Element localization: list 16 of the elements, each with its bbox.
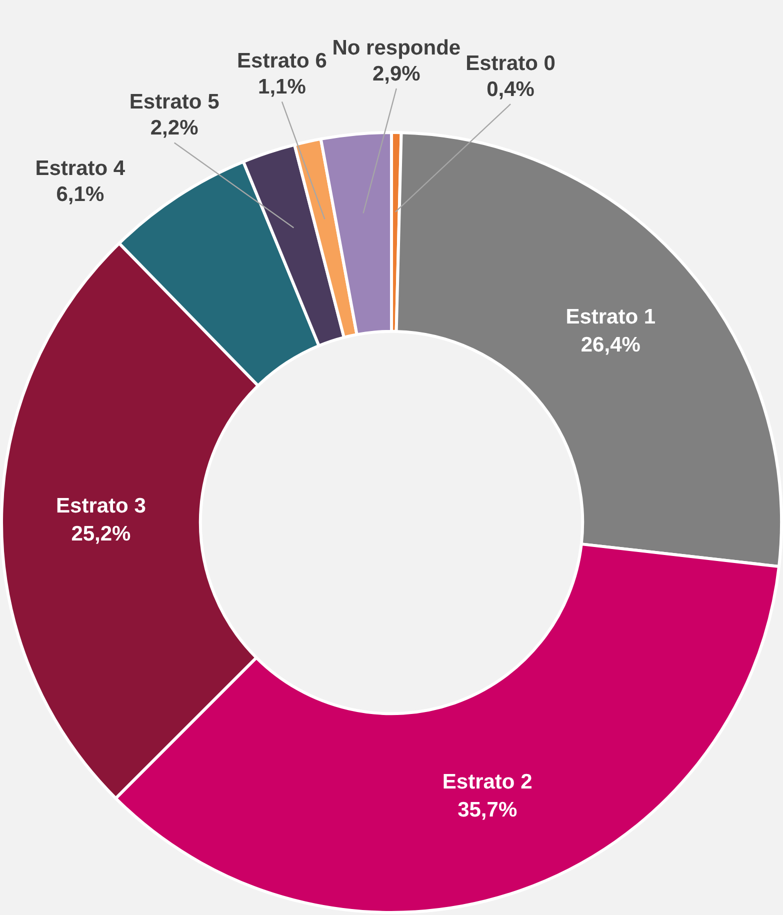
slice-label: Estrato 2	[442, 770, 532, 794]
slice-label: Estrato 4	[35, 156, 126, 180]
data-label: 1,1%	[258, 75, 306, 98]
data-label: 25,2%	[71, 522, 132, 546]
data-label: 35,7%	[458, 798, 518, 822]
slice-label: Estrato 3	[56, 494, 146, 518]
slice-label: Estrato 0	[466, 52, 556, 75]
data-label: 2,9%	[372, 62, 421, 86]
data-label: 26,4%	[580, 334, 641, 357]
data-label: 6,1%	[56, 182, 104, 206]
slice-label: Estrato 6	[237, 49, 327, 72]
slice-label: No responde	[332, 36, 461, 60]
slice-label: Estrato 5	[129, 90, 220, 114]
data-label: 2,2%	[150, 116, 199, 140]
slice-label: Estrato 1	[566, 306, 656, 329]
data-label: 0,4%	[486, 78, 535, 101]
